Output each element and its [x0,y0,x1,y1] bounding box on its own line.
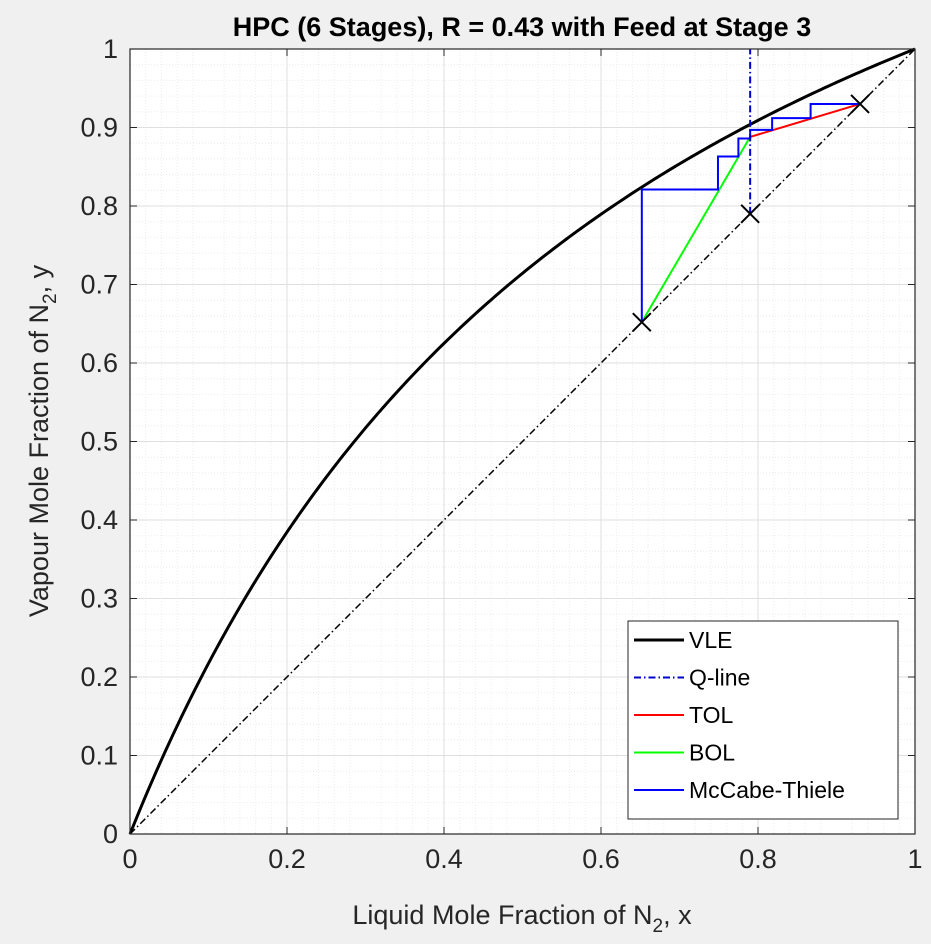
x-marker [850,94,870,114]
chart-title: HPC (6 Stages), R = 0.43 with Feed at St… [233,12,811,42]
legend-label-mccabe-thiele: McCabe-Thiele [689,777,845,803]
x-axis-label: Liquid Mole Fraction of N2, x [352,900,692,937]
x-tick-label: 0.6 [582,844,620,874]
series-tol [749,102,861,138]
y-axis-label-suffix: , y [24,264,54,293]
y-tick-label: 0.8 [80,191,118,221]
y-axis-label-sub: 2 [40,293,61,304]
y-tick-label: 0 [103,819,118,849]
y-tick-label: 1 [103,34,118,64]
x-tick-label: 0.4 [425,844,463,874]
x-tick-label: 1 [907,844,922,874]
y-tick-label: 0.9 [80,113,118,143]
y-tick-label: 0.1 [80,741,118,771]
legend-label-tol: TOL [689,702,734,728]
series-bol [640,136,752,323]
x-axis-label-sub: 2 [653,916,664,937]
ticks: 0 0.2 0.4 0.6 0.8 1 0 0.1 0.2 0.3 0.4 0.5 0.6 0.7 0.8 0… [80,34,922,874]
y-tick-label: 0.4 [80,505,118,535]
x-marker [740,204,760,224]
y-axis-label-prefix: Vapour Mole Fraction of N [24,304,54,617]
y-tick-label: 0.2 [80,662,118,692]
y-tick-label: 0.5 [80,427,118,457]
legend-label-q-line: Q-line [689,665,750,691]
x-tick-label: 0.2 [268,844,306,874]
x-tick-label: 0.8 [739,844,777,874]
legend-label-vle: VLE [689,627,732,653]
series-vle [128,47,916,835]
legend-label-bol: BOL [689,740,735,766]
x-axis-label-suffix: , x [663,900,692,930]
x-tick-label: 0 [122,844,137,874]
x-axis-label-prefix: Liquid Mole Fraction of N [352,900,652,930]
series-layer [128,47,916,835]
x-marker-stroke [740,204,760,224]
x-marker-stroke [850,94,870,114]
diagonal-line [129,48,916,835]
y-axis-label: Vapour Mole Fraction of N2, y [24,264,61,617]
x-marker-stroke [632,312,652,332]
x-marker [632,312,652,332]
y-tick-label: 0.3 [80,584,118,614]
y-tick-label: 0.7 [80,270,118,300]
legend-box [627,620,899,820]
legend: VLE Q-line TOL BOL McCabe-Thiele [627,620,899,820]
y-tick-label: 0.6 [80,348,118,378]
marker-layer [632,94,870,332]
